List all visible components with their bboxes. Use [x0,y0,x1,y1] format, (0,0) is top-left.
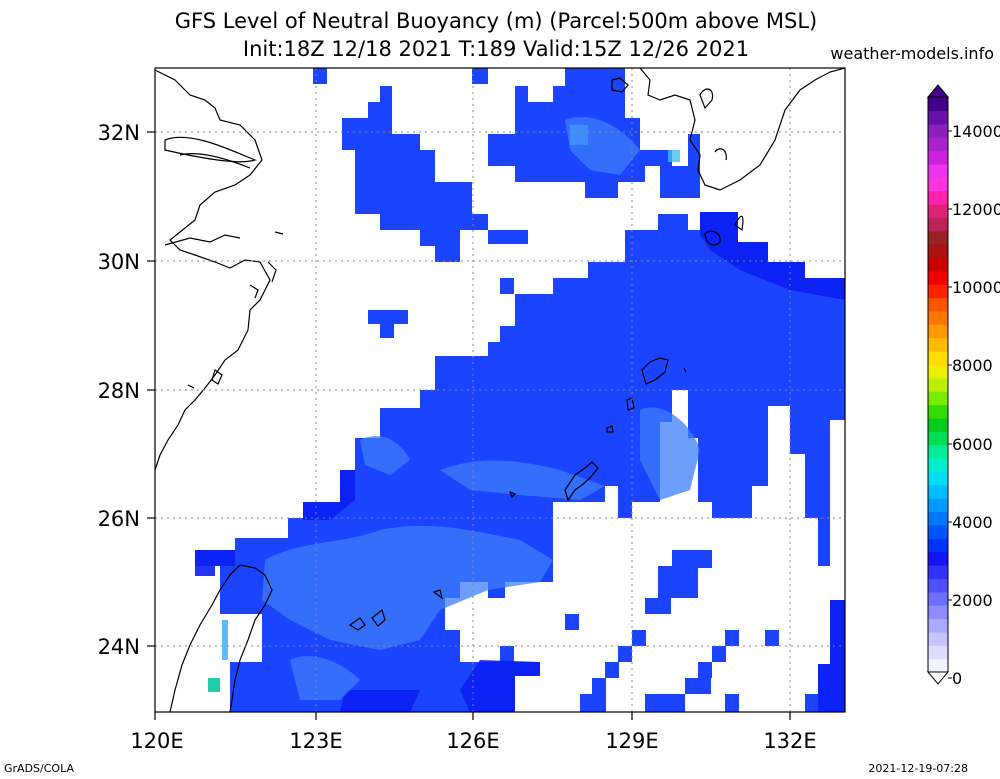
colorbar-segment [928,658,948,673]
colorbar-label-4000: 4000 [952,513,993,532]
colorbar-segment [928,257,948,272]
colorbar-segment [928,591,948,606]
colorbar-label-8000: 8000 [952,356,993,375]
colorbar-segment [928,618,948,633]
colorbar-segment [928,645,948,660]
colorbar-segment [928,137,948,152]
colorbar-label-6000: 6000 [952,435,993,454]
lat-label-26n: 26N [98,507,140,531]
colorbar-label-10000: 10000 [952,278,1000,297]
colorbar-segment [928,110,948,125]
colorbar-segment [928,150,948,165]
colorbar-segment [928,377,948,392]
teal-patch [208,678,220,692]
colorbar-segment [928,244,948,259]
lat-label-32n: 32N [98,121,140,145]
colorbar-min-arrow [926,671,950,685]
colorbar-segment [928,123,948,138]
footer-timestamp: 2021-12-19-07:28 [868,762,968,775]
colorbar-segment [928,284,948,299]
colorbar-frame [927,96,949,673]
colorbar-segment [928,163,948,178]
colorbar-segment [928,551,948,566]
colorbar-segment [928,364,948,379]
colorbar-segment [928,97,948,111]
colorbar-segment [928,631,948,646]
colorbar-segment [928,444,948,459]
footer-grads-label: GrADS/COLA [4,762,74,775]
colorbar [926,84,952,685]
colorbar-segment [928,605,948,620]
colorbar-label-2000: 2000 [952,591,993,610]
colorbar-segment [928,337,948,352]
colorbar-segment [928,471,948,486]
colorbar-segment [928,498,948,513]
colorbar-segment [928,310,948,325]
graticule [155,68,845,712]
map-subtitle: Init:18Z 12/18 2021 T:189 Valid:15Z 12/2… [242,37,750,61]
colorbar-segment [928,565,948,579]
site-label: weather-models.info [830,44,994,63]
colorbar-segment [928,404,948,419]
colorbar-segment [928,538,948,553]
colorbar-segment [928,391,948,406]
colorbar-segment [928,524,948,539]
colorbar-segment [928,324,948,339]
colorbar-segment [928,217,948,232]
colorbar-label-14000: 14000 [952,122,1000,141]
colorbar-label-0: 0 [952,669,962,688]
map-title: GFS Level of Neutral Buoyancy (m) (Parce… [174,9,818,33]
lon-label-126e: 126E [446,729,499,753]
colorbar-segment [928,417,948,432]
colorbar-segment [928,484,948,499]
colorbar-segment [928,270,948,285]
colorbar-segment [928,578,948,593]
lon-label-132e: 132E [763,729,816,753]
lon-label-129e: 129E [605,729,658,753]
colorbar-segment [928,351,948,366]
colorbar-labels: 0 2000 4000 6000 8000 10000 12000 14000 [952,122,1000,688]
colorbar-segment [928,511,948,526]
axis-ticks [147,131,791,720]
colorbar-segment [928,458,948,473]
lon-label-120e: 120E [130,729,183,753]
colorbar-segment [928,190,948,205]
colorbar-segment [928,431,948,446]
colorbar-max-arrow [926,84,950,98]
field-north-area [342,86,488,262]
colorbar-segment [928,177,948,192]
buoyancy-field [155,68,845,712]
lat-label-24n: 24N [98,635,140,659]
lat-label-28n: 28N [98,379,140,403]
lat-label-30n: 30N [98,250,140,274]
colorbar-segment [928,297,948,312]
colorbar-label-12000: 12000 [952,200,1000,219]
colorbar-segment [928,203,948,218]
lon-label-123e: 123E [289,729,342,753]
colorbar-segment [928,230,948,245]
